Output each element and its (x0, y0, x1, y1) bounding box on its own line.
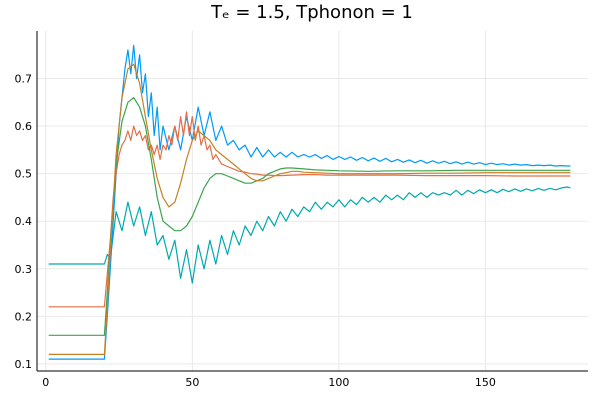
x-tick-label: 0 (42, 376, 49, 389)
y-tick-label: 0.1 (15, 358, 33, 371)
series-group (48, 44, 571, 360)
series-line-2 (48, 44, 571, 360)
y-tick-label: 0.5 (15, 168, 33, 181)
x-tick-label: 100 (328, 376, 349, 389)
series-line-4 (48, 96, 571, 336)
axes (36, 31, 588, 372)
y-tick-label: 0.2 (15, 310, 33, 323)
series-line-3 (48, 111, 571, 308)
y-tick-label: 0.4 (15, 215, 33, 228)
y-tick-label: 0.3 (15, 263, 33, 276)
tick-labels: 0 50 100 150 0.1 0.2 0.3 0.4 0.5 0.6 0.7 (15, 73, 496, 389)
chart-title: Tₑ = 1.5, Tphonon = 1 (210, 2, 413, 23)
y-tick-label: 0.7 (15, 73, 33, 86)
x-tick-label: 150 (475, 376, 496, 389)
y-tick-label: 0.6 (15, 120, 33, 133)
series-line-5 (48, 63, 571, 355)
x-tick-label: 50 (185, 376, 199, 389)
grid (37, 31, 588, 371)
series-line-1 (48, 186, 571, 284)
